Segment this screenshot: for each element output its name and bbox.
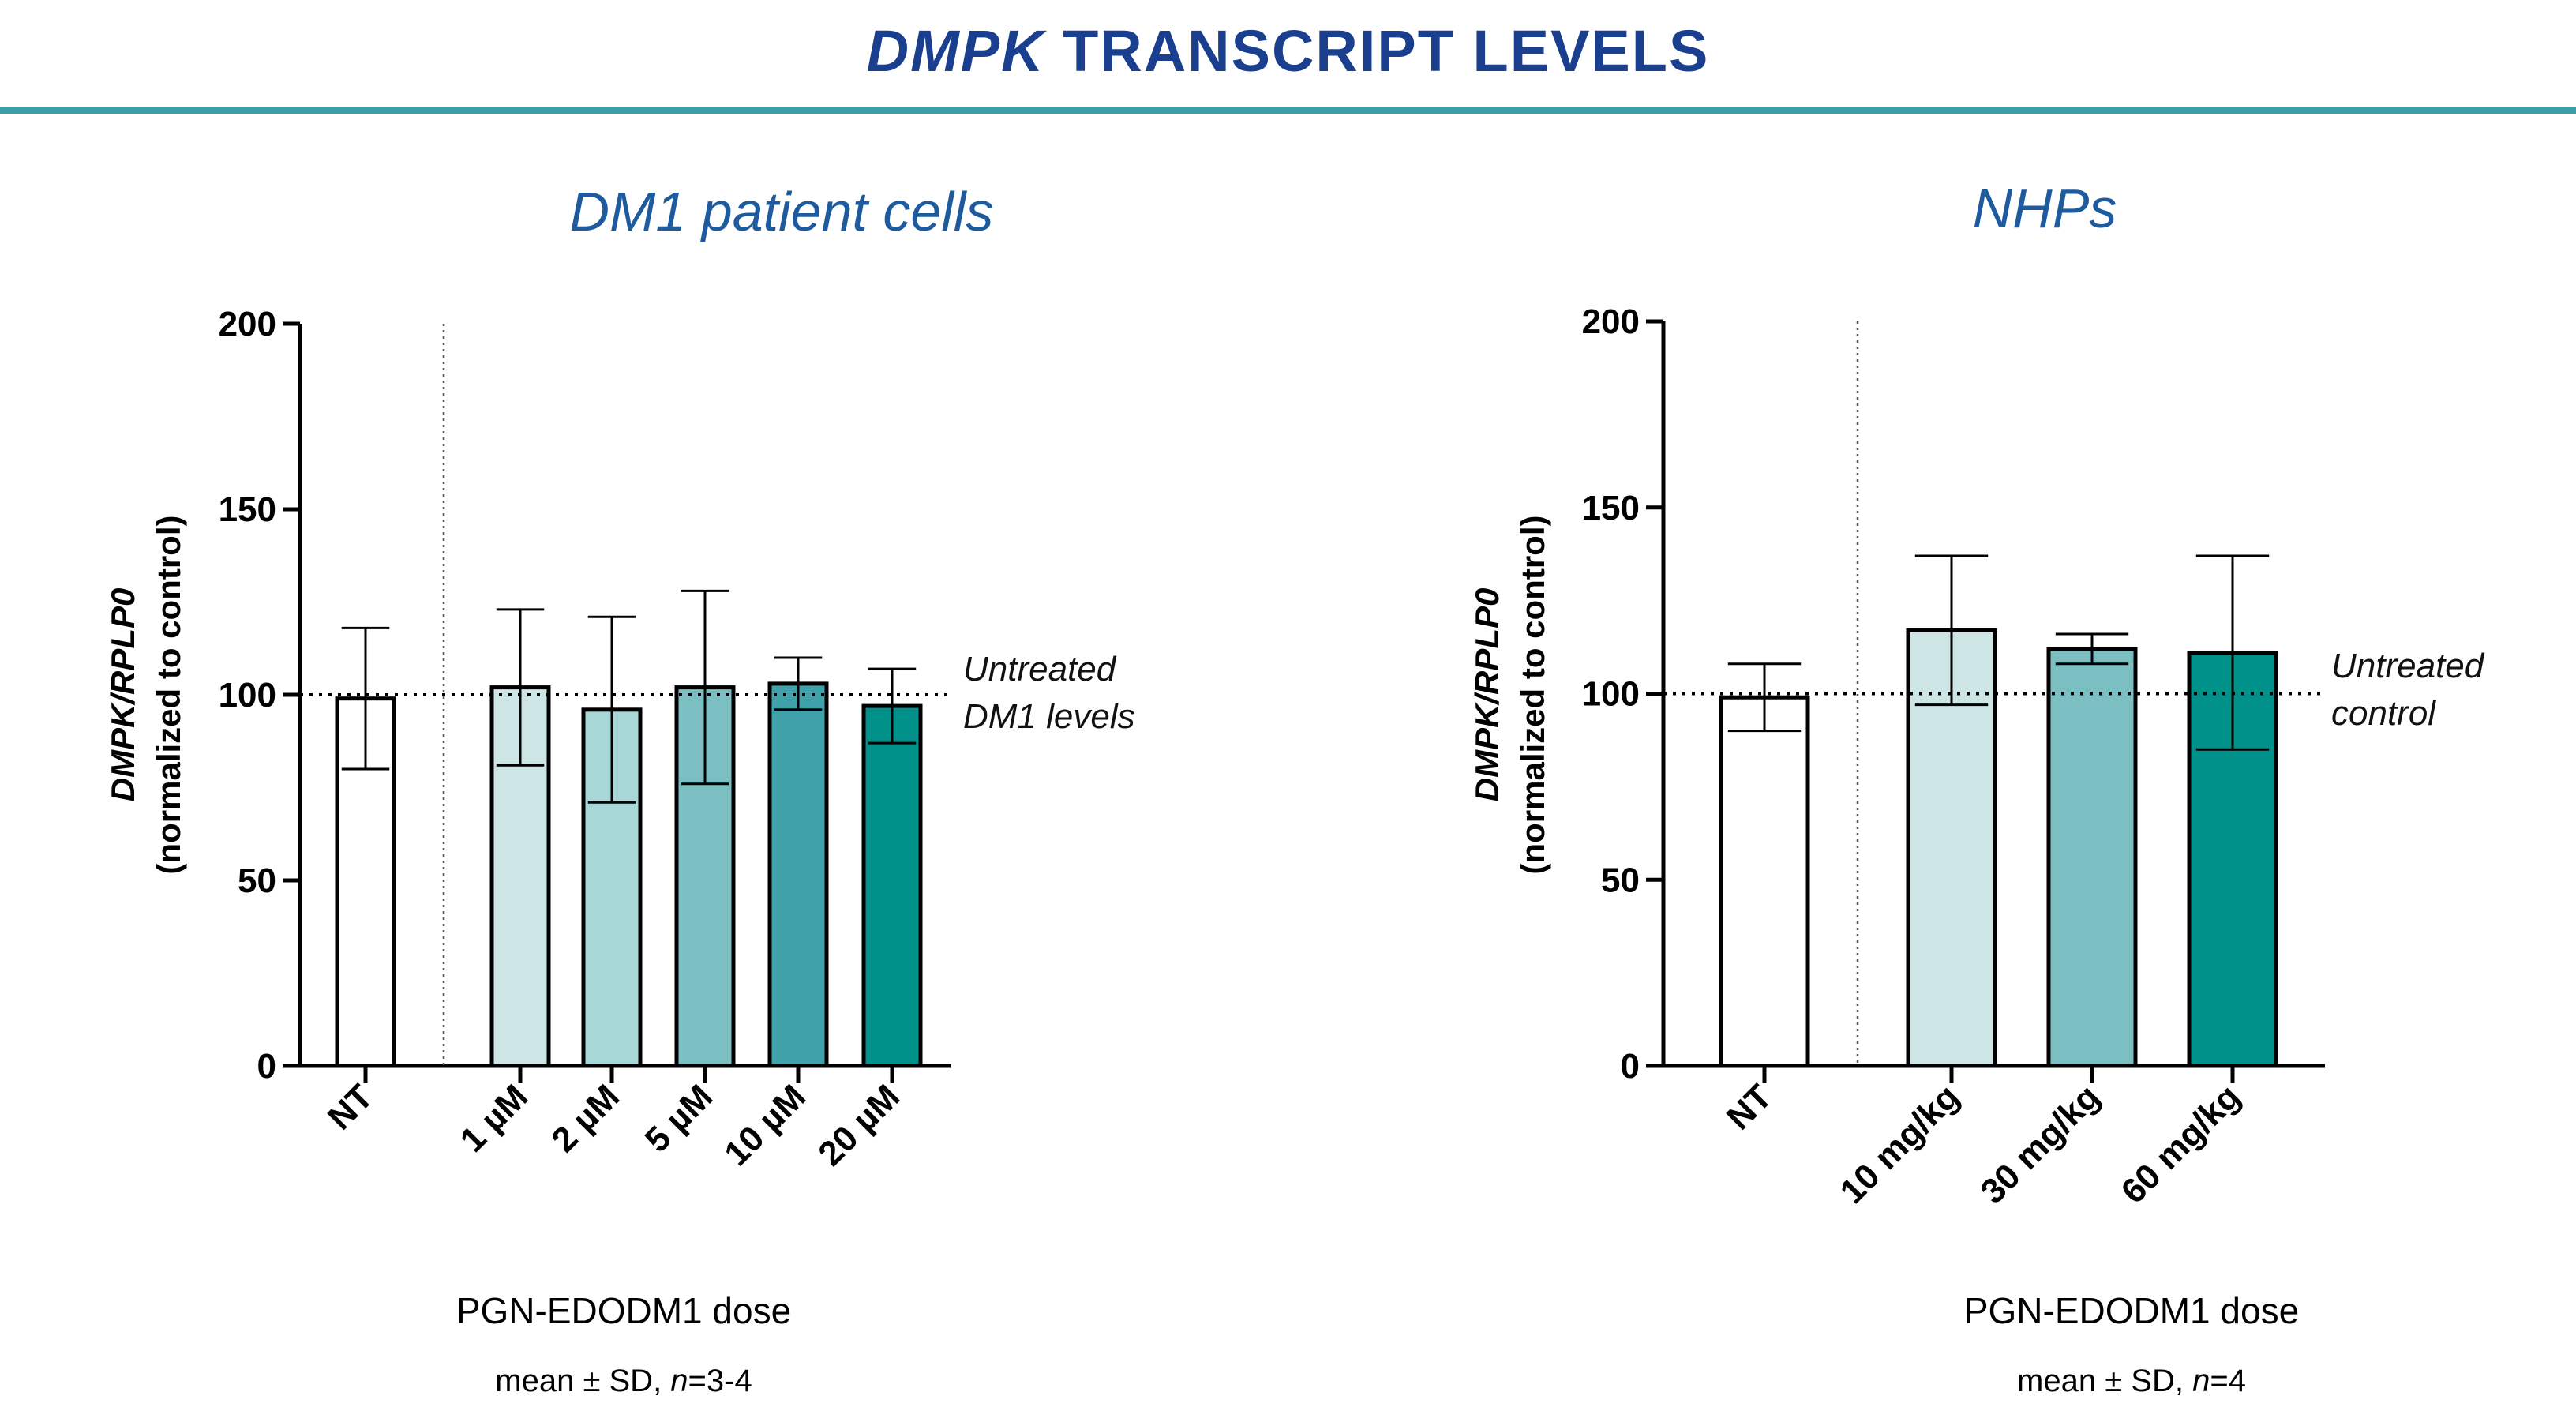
chart-1-category-label: 20 µM (811, 1077, 907, 1173)
chart-2-category-label: 30 mg/kg (1974, 1077, 2108, 1211)
page-title: DMPK TRANSCRIPT LEVELS (0, 17, 2576, 84)
chart-2-y-axis-subtitle: (normalized to control) (1514, 516, 1551, 875)
page-title-italic: DMPK (866, 18, 1045, 84)
chart-1-reference-label: DM1 levels (963, 697, 1135, 736)
chart-1-category-label: 2 µM (545, 1077, 627, 1159)
chart-2-y-tick-label: 0 (1621, 1047, 1640, 1086)
chart-2-category-label: NT (1719, 1077, 1779, 1137)
chart-1-y-tick-label: 50 (238, 861, 276, 900)
chart-2-reference-label: Untreated (2331, 647, 2485, 685)
chart-1-category-label: 10 µM (717, 1077, 813, 1173)
chart-1-y-axis-title: DMPK/RPLP0 (104, 588, 141, 802)
chart-2-y-tick-label: 50 (1601, 861, 1640, 899)
chart-2-bar-1 (1719, 695, 1810, 1068)
chart-2-category-label: 60 mg/kg (2114, 1077, 2248, 1211)
chart-2-stats-note: mean ± SD, n=4 (2017, 1364, 2246, 1398)
chart-2-y-axis-title: DMPK/RPLP0 (1468, 588, 1505, 802)
chart-1-stats-note: mean ± SD, n=3-4 (495, 1364, 752, 1398)
chart-2-x-axis-title: PGN-EDODM1 dose (1964, 1290, 2299, 1331)
chart-1-category-label: NT (321, 1077, 381, 1137)
chart-1-title: DM1 patient cells (569, 181, 994, 242)
page-title-rest: TRANSCRIPT LEVELS (1044, 18, 1710, 84)
chart-2-category-label: 10 mg/kg (1833, 1077, 1967, 1211)
chart-2-title: NHPs (1972, 178, 2117, 239)
chart-1-y-tick-label: 150 (219, 490, 276, 529)
chart-2-reference-label: control (2331, 694, 2436, 733)
chart-1-y-tick-label: 0 (257, 1047, 276, 1086)
chart-2-y-tick-label: 200 (1582, 302, 1640, 341)
chart-2-y-tick-label: 100 (1582, 675, 1640, 714)
chart-1-y-tick-label: 200 (219, 305, 276, 343)
chart-1-category-label: 1 µM (453, 1077, 535, 1159)
chart-1-reference-label: Untreated (963, 650, 1117, 688)
chart-1-bar-5 (767, 681, 829, 1068)
chart-2-bar-3 (2046, 647, 2138, 1068)
chart-1-category-label: 5 µM (638, 1077, 720, 1159)
chart-1-x-axis-title: PGN-EDODM1 dose (456, 1290, 791, 1331)
chart-1-y-axis-subtitle: (normalized to control) (150, 516, 187, 875)
chart-1-bar-6 (861, 703, 923, 1068)
title-divider (0, 107, 2576, 114)
chart-1-y-tick-label: 100 (219, 676, 276, 715)
chart-2-y-tick-label: 150 (1582, 489, 1640, 527)
